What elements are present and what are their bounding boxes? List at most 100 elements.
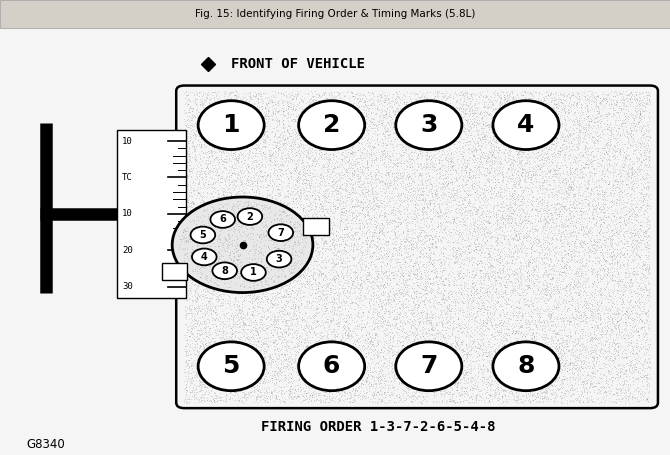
Point [190, 268, 200, 275]
Point [487, 332, 498, 339]
Point [523, 217, 534, 224]
Point [439, 257, 450, 264]
Point [632, 251, 643, 258]
Point [540, 292, 551, 299]
Point [625, 326, 636, 333]
Point [429, 364, 440, 371]
Point [425, 364, 436, 371]
Point [448, 154, 458, 161]
Point [522, 286, 533, 293]
Point [623, 362, 634, 369]
Point [243, 333, 254, 340]
Point [330, 238, 341, 245]
Point [479, 379, 490, 386]
Point [432, 244, 443, 251]
Point [633, 163, 644, 171]
Point [635, 235, 646, 242]
Point [332, 118, 342, 126]
Point [566, 321, 577, 329]
Point [470, 218, 480, 226]
Point [234, 212, 245, 219]
Point [568, 363, 579, 370]
Point [634, 385, 645, 393]
Point [429, 95, 440, 102]
Point [329, 111, 340, 119]
Point [229, 312, 240, 319]
Point [604, 232, 615, 239]
Point [361, 275, 372, 282]
Point [480, 121, 491, 128]
Point [218, 335, 229, 343]
Point [449, 279, 460, 286]
Point [232, 246, 243, 253]
Point [374, 178, 385, 185]
Point [230, 269, 241, 276]
Point [184, 238, 195, 245]
Point [305, 253, 316, 260]
Point [558, 322, 569, 329]
Point [381, 213, 391, 221]
Point [604, 169, 615, 177]
Point [378, 282, 389, 289]
Point [549, 248, 560, 255]
Point [249, 355, 259, 362]
Point [329, 187, 340, 194]
Point [439, 280, 450, 287]
Point [184, 252, 195, 259]
Point [628, 131, 639, 138]
Point [563, 226, 574, 233]
Point [264, 244, 275, 252]
Point [348, 277, 359, 284]
Point [537, 385, 547, 393]
Point [279, 398, 289, 405]
Point [428, 241, 439, 248]
Point [514, 143, 525, 150]
Point [371, 217, 381, 225]
Point [436, 138, 446, 146]
Point [302, 375, 312, 383]
Point [534, 348, 545, 355]
Point [595, 302, 606, 309]
Point [274, 230, 285, 238]
Point [467, 310, 478, 318]
Point [287, 278, 298, 285]
Point [423, 337, 433, 344]
Point [609, 323, 620, 330]
Point [351, 245, 362, 253]
Point [276, 173, 287, 180]
Point [551, 342, 561, 349]
Point [212, 273, 222, 280]
Point [392, 339, 403, 346]
Point [291, 362, 302, 369]
Point [272, 382, 283, 389]
Point [195, 102, 206, 109]
Point [369, 364, 380, 371]
Point [402, 125, 413, 132]
Point [226, 288, 237, 296]
Point [303, 194, 314, 202]
Point [180, 95, 190, 102]
Point [569, 281, 580, 288]
Point [243, 153, 253, 161]
Point [330, 119, 340, 126]
Point [551, 117, 561, 125]
Point [642, 99, 653, 106]
Point [320, 363, 331, 370]
Point [434, 219, 445, 227]
Point [338, 323, 348, 330]
Point [349, 102, 360, 109]
Point [296, 214, 307, 222]
Point [411, 387, 421, 394]
Point [566, 138, 577, 145]
Point [499, 392, 510, 399]
Point [194, 209, 204, 217]
Point [603, 222, 614, 229]
Point [412, 214, 423, 222]
Point [460, 332, 471, 339]
Point [351, 359, 362, 367]
Point [626, 172, 636, 179]
Point [251, 278, 262, 285]
Point [247, 284, 257, 291]
Point [575, 243, 586, 250]
Point [606, 242, 616, 249]
